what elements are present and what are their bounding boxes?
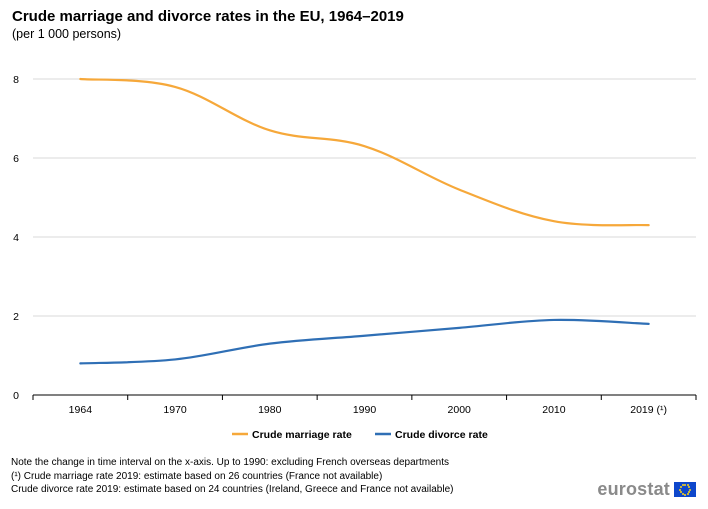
x-tick-label: 2019 (¹) xyxy=(630,404,667,416)
x-tick-label: 1964 xyxy=(69,404,93,416)
eu-flag-icon xyxy=(674,482,696,497)
marriage-rate-line xyxy=(79,77,650,227)
x-tick-label: 1970 xyxy=(163,404,187,416)
note-line: Crude divorce rate 2019: estimate based … xyxy=(11,484,454,495)
flag-star xyxy=(679,486,682,488)
x-tick-labels: 1964 1970 1980 1990 2000 2010 2019 (¹) xyxy=(69,404,667,416)
x-tick-label: 1980 xyxy=(258,404,282,416)
flag-star xyxy=(688,486,691,488)
flag-star xyxy=(688,491,691,493)
flag-star xyxy=(679,488,681,491)
legend-label: Crude divorce rate xyxy=(395,429,488,441)
grid-layer xyxy=(32,78,697,400)
flag-star xyxy=(686,484,689,487)
divorce-rate-line xyxy=(79,318,650,365)
x-tick-label: 2000 xyxy=(448,404,472,416)
flag-star xyxy=(679,491,682,493)
logo-text: eurostat xyxy=(597,479,670,499)
flag-star xyxy=(684,493,686,496)
chart-subtitle: (per 1 000 persons) xyxy=(12,27,122,41)
flag-star xyxy=(684,483,686,486)
y-tick-label: 6 xyxy=(13,153,19,165)
x-tick-label: 2010 xyxy=(542,404,566,416)
flag-star xyxy=(689,488,691,491)
y-tick-label: 2 xyxy=(13,311,19,323)
y-tick-label: 0 xyxy=(13,390,19,402)
flag-star xyxy=(681,484,684,487)
note-line: (¹) Crude marriage rate 2019: estimate b… xyxy=(11,470,383,482)
y-tick-label: 8 xyxy=(13,74,19,86)
x-tick-label: 1990 xyxy=(353,404,377,416)
legend-label: Crude marriage rate xyxy=(252,429,352,441)
y-tick-label: 4 xyxy=(13,232,19,244)
legend: Crude marriage rate Crude divorce rate xyxy=(232,429,488,441)
y-tick-labels: 0 2 4 6 8 xyxy=(13,74,19,402)
line-chart: 0 2 4 6 8 1964 1970 1980 1990 2000 2010 2019 (¹) C… xyxy=(13,74,697,441)
flag-star xyxy=(686,492,689,495)
chart-notes: Note the change in time interval on the … xyxy=(11,456,453,497)
note-line: Note the change in time interval on the … xyxy=(11,457,450,468)
eurostat-logo: eurostat xyxy=(597,479,696,500)
series-layer xyxy=(79,77,650,365)
flag-star xyxy=(681,492,684,495)
chart-title: Crude marriage and divorce rates in the … xyxy=(12,8,404,25)
